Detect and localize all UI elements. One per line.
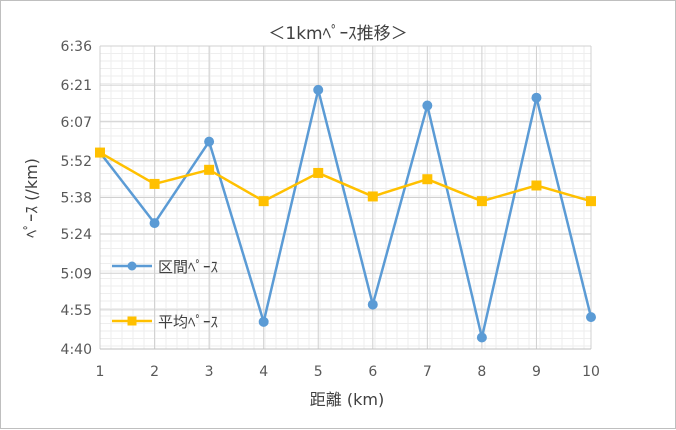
x-axis-title: 距離 (km) — [310, 390, 384, 409]
data-point-marker — [476, 332, 487, 343]
y-tick-label: 5:52 — [61, 154, 92, 170]
y-tick-labels: 4:40 4:55 5:09 5:24 5:38 5:52 6:07 6:21 6:36 — [61, 39, 93, 358]
data-point-marker — [149, 218, 160, 229]
data-point-marker — [367, 191, 378, 202]
series-2 — [95, 147, 596, 207]
chart-title: ＜1kmﾍﾟｰｽ推移＞ — [268, 24, 407, 44]
x-tick-label: 6 — [368, 364, 377, 380]
legend-entry: 区間ﾍﾟｰｽ — [112, 258, 218, 276]
x-tick-label: 7 — [423, 364, 432, 380]
data-point-marker — [258, 316, 269, 327]
data-point-marker — [531, 92, 542, 103]
legend-marker — [127, 316, 137, 326]
series-line — [99, 88, 593, 339]
y-tick-label: 4:55 — [61, 303, 92, 319]
y-tick-label: 6:21 — [61, 78, 92, 94]
x-tick-label: 1 — [96, 364, 105, 380]
data-point-marker — [149, 178, 160, 189]
data-point-marker — [422, 174, 433, 185]
data-point-marker — [586, 312, 596, 323]
data-point-marker — [204, 164, 215, 175]
legend-label: 平均ﾍﾟｰｽ — [158, 313, 218, 331]
data-point-marker — [95, 147, 105, 158]
y-tick-label: 6:07 — [61, 115, 92, 131]
y-tick-label: 5:09 — [61, 266, 92, 282]
legend: 区間ﾍﾟｰｽ 平均ﾍﾟｰｽ — [112, 258, 218, 331]
y-tick-label: 5:24 — [61, 227, 93, 243]
x-tick-label: 10 — [582, 364, 600, 380]
x-tick-label: 4 — [259, 364, 268, 380]
legend-entry: 平均ﾍﾟｰｽ — [112, 313, 218, 331]
x-tick-label: 2 — [150, 364, 159, 380]
x-tick-label: 3 — [205, 364, 214, 380]
x-tick-label: 8 — [477, 364, 486, 380]
data-point-marker — [586, 196, 596, 207]
legend-marker — [127, 261, 137, 271]
series-layer — [95, 84, 596, 343]
x-tick-labels: 1 2 3 4 5 6 7 8 9 10 — [96, 364, 600, 380]
y-tick-label: 4:40 — [61, 342, 92, 358]
data-point-marker — [422, 100, 433, 111]
data-point-marker — [258, 196, 269, 207]
data-point-marker — [476, 196, 487, 207]
legend-label: 区間ﾍﾟｰｽ — [158, 258, 218, 276]
x-tick-label: 5 — [314, 364, 323, 380]
data-point-marker — [204, 136, 215, 147]
y-tick-label: 6:36 — [61, 39, 93, 55]
y-tick-label: 5:38 — [61, 191, 92, 207]
series-1 — [95, 84, 596, 343]
series-line — [99, 151, 592, 203]
y-axis-title: ﾍﾟｰｽ (/km) — [22, 158, 41, 238]
data-point-marker — [531, 180, 542, 191]
data-point-marker — [367, 299, 378, 310]
data-point-marker — [313, 167, 324, 178]
x-tick-label: 9 — [532, 364, 541, 380]
data-point-marker — [313, 84, 324, 95]
